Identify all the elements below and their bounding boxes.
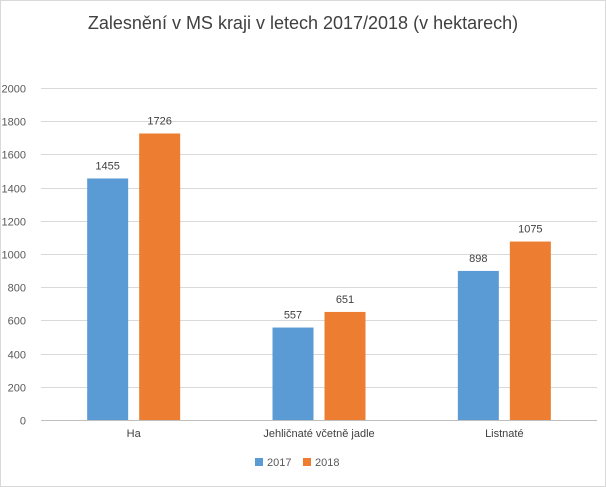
x-category-label: Ha [127, 428, 142, 440]
y-tick-label: 1200 [2, 217, 26, 229]
y-tick-label: 1800 [2, 117, 26, 129]
bar-2018-0 [139, 133, 181, 420]
legend-label: 2017 [267, 457, 291, 469]
data-label: 1455 [95, 160, 119, 172]
bar-2018-1 [324, 311, 366, 420]
y-tick-label: 600 [8, 316, 26, 328]
data-label: 1075 [518, 224, 542, 236]
bar-2017-2 [457, 270, 499, 420]
bars [87, 133, 551, 420]
data-label: 557 [284, 310, 302, 322]
y-tick-label: 1000 [2, 250, 26, 262]
data-label: 1726 [147, 115, 171, 127]
legend-swatch-2017 [255, 458, 263, 466]
bar-2017-0 [87, 178, 129, 420]
x-category-label: Listnaté [485, 428, 524, 440]
legend-swatch-2018 [303, 458, 311, 466]
y-tick-label: 2000 [2, 84, 26, 96]
y-tick-label: 200 [8, 383, 26, 395]
bar-2018-2 [509, 241, 551, 420]
data-labels: 1455 1726 557 651 898 1075 [95, 115, 542, 321]
gridlines [41, 88, 597, 388]
y-tick-label: 1600 [2, 150, 26, 162]
legend-label: 2018 [315, 457, 339, 469]
bar-2017-1 [272, 327, 314, 420]
x-axis-categories: Ha Jehličnaté včetně jadle Listnaté [127, 428, 524, 440]
y-tick-label: 0 [20, 416, 26, 428]
y-tick-label: 400 [8, 350, 26, 362]
y-axis-ticks: 0 200 400 600 800 1000 1200 1400 1600 1800 2000 [2, 84, 26, 428]
data-label: 898 [469, 253, 487, 265]
data-label: 651 [336, 294, 354, 306]
y-tick-label: 800 [8, 283, 26, 295]
y-tick-label: 1400 [2, 184, 26, 196]
legend: 2017 2018 [255, 457, 339, 469]
x-category-label: Jehličnaté včetně jadle [263, 428, 374, 440]
chart-title: Zalesnění v MS kraji v letech 2017/2018 … [88, 13, 518, 33]
